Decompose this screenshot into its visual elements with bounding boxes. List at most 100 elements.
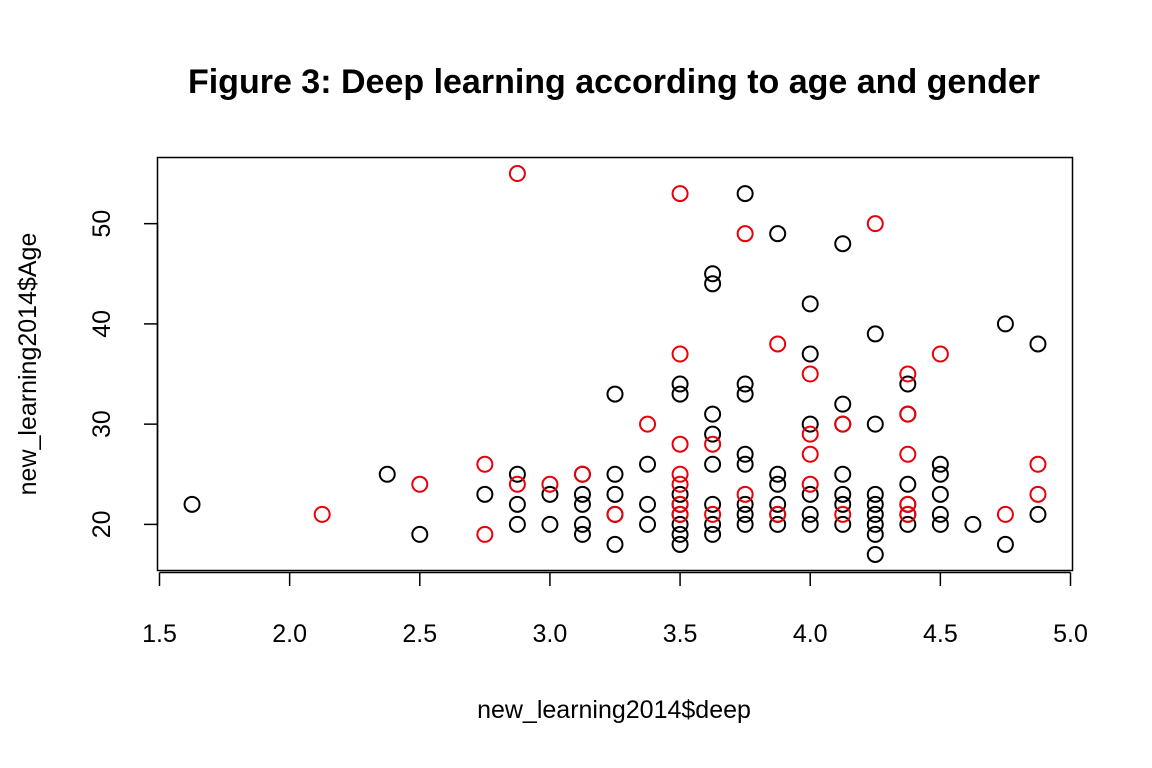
data-point	[541, 475, 559, 493]
data-point	[931, 465, 949, 483]
data-point	[639, 515, 657, 533]
data-points	[183, 165, 1047, 563]
data-point	[476, 485, 494, 503]
data-point	[606, 505, 624, 523]
data-point	[508, 475, 526, 493]
data-point	[899, 375, 917, 393]
data-point	[541, 515, 559, 533]
data-point	[801, 365, 819, 383]
data-point	[834, 465, 852, 483]
data-point	[866, 545, 884, 563]
data-point	[573, 465, 591, 483]
data-point	[801, 515, 819, 533]
data-point	[639, 455, 657, 473]
data-point	[508, 465, 526, 483]
data-point	[508, 515, 526, 533]
data-point	[671, 475, 689, 493]
data-point	[834, 515, 852, 533]
y-axis-ticks: 20 30 40 50	[88, 210, 158, 538]
data-point	[704, 265, 722, 283]
data-point	[866, 415, 884, 433]
data-point	[508, 165, 526, 183]
data-point	[801, 415, 819, 433]
data-point	[183, 495, 201, 513]
data-point	[834, 485, 852, 503]
data-point	[573, 485, 591, 503]
data-point	[639, 495, 657, 513]
data-point	[411, 475, 429, 493]
data-point	[736, 495, 754, 513]
data-point	[671, 385, 689, 403]
data-point	[736, 185, 754, 203]
data-point	[704, 425, 722, 443]
data-point	[704, 455, 722, 473]
x-tick-label: 5.0	[1053, 620, 1088, 648]
chart-title: Figure 3: Deep learning according to age…	[188, 63, 1040, 101]
data-point	[899, 515, 917, 533]
data-point	[866, 325, 884, 343]
data-point	[931, 485, 949, 503]
data-point	[736, 505, 754, 523]
data-point	[573, 495, 591, 513]
data-point	[801, 475, 819, 493]
data-point	[606, 485, 624, 503]
x-axis-ticks: 1.5 2.0 2.5 3.0 3.5 4.0 4.5 5.0	[142, 572, 1088, 648]
x-tick-label: 4.5	[923, 620, 958, 648]
y-tick-label: 30	[88, 410, 116, 438]
data-point	[606, 385, 624, 403]
data-point	[899, 495, 917, 513]
data-point	[866, 525, 884, 543]
data-point	[313, 505, 331, 523]
data-point	[769, 465, 787, 483]
data-point	[769, 475, 787, 493]
data-point	[866, 215, 884, 233]
data-point	[801, 445, 819, 463]
data-point	[476, 525, 494, 543]
data-point	[834, 505, 852, 523]
data-point	[671, 435, 689, 453]
data-point	[671, 185, 689, 203]
data-point	[704, 505, 722, 523]
data-point	[801, 425, 819, 443]
data-point	[671, 485, 689, 503]
data-point	[1029, 505, 1047, 523]
data-point	[704, 275, 722, 293]
data-point	[671, 345, 689, 363]
data-point	[866, 495, 884, 513]
x-tick-label: 2.5	[402, 620, 437, 648]
data-point	[704, 435, 722, 453]
data-point	[1029, 485, 1047, 503]
data-point	[671, 465, 689, 483]
data-point	[671, 515, 689, 533]
data-point	[899, 405, 917, 423]
x-tick-label: 3.0	[533, 620, 568, 648]
data-point	[899, 475, 917, 493]
data-point	[573, 515, 591, 533]
data-point	[964, 515, 982, 533]
data-point	[736, 375, 754, 393]
data-point	[736, 515, 754, 533]
x-tick-label: 3.5	[663, 620, 698, 648]
data-point	[769, 225, 787, 243]
data-point	[476, 455, 494, 473]
data-point	[671, 375, 689, 393]
data-point	[801, 345, 819, 363]
data-point	[704, 525, 722, 543]
data-point	[508, 495, 526, 513]
y-tick-label: 20	[88, 510, 116, 538]
y-tick-label: 50	[88, 210, 116, 238]
data-point	[801, 295, 819, 313]
data-point	[704, 405, 722, 423]
data-point	[769, 505, 787, 523]
data-point	[671, 535, 689, 553]
data-point	[736, 385, 754, 403]
data-point	[541, 485, 559, 503]
data-point	[931, 505, 949, 523]
data-point	[866, 485, 884, 503]
series-2-points	[313, 165, 1047, 543]
data-point	[769, 335, 787, 353]
y-tick-label: 40	[88, 310, 116, 338]
data-point	[801, 485, 819, 503]
data-point	[996, 535, 1014, 553]
